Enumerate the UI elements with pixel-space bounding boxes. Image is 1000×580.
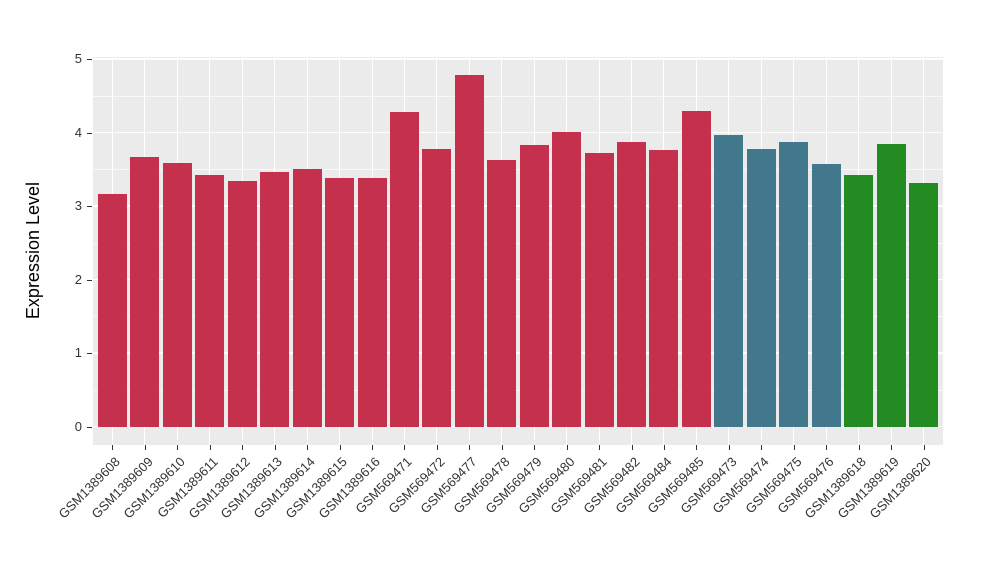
x-tick-label: GSM1389620 xyxy=(784,453,934,521)
major-gridline xyxy=(93,205,943,207)
y-axis-title-container: Expression Level xyxy=(20,57,46,445)
x-axis-tick xyxy=(923,445,925,450)
bar-GSM1389608 xyxy=(97,193,127,427)
x-axis-tick xyxy=(112,445,114,450)
x-axis-tick xyxy=(761,445,763,450)
x-axis-tick xyxy=(372,445,373,450)
x-axis-tick xyxy=(436,445,438,450)
plot-panel xyxy=(93,57,943,445)
y-axis-tick xyxy=(87,59,92,61)
x-axis-tick xyxy=(339,445,341,450)
x-axis-tick xyxy=(209,445,211,450)
bar-GSM1389618 xyxy=(844,175,874,427)
y-axis-tick xyxy=(87,206,92,208)
minor-gridline xyxy=(93,95,943,97)
bar-GSM569472 xyxy=(422,148,452,427)
bar-GSM1389610 xyxy=(162,162,192,427)
y-axis-tick xyxy=(87,132,92,134)
x-axis-tick xyxy=(696,445,698,450)
x-axis-tick xyxy=(534,445,536,450)
bar-GSM569482 xyxy=(617,142,647,427)
bar-GSM569478 xyxy=(487,159,517,427)
y-axis-tick xyxy=(87,353,92,355)
x-axis-tick xyxy=(274,445,276,450)
y-tick-label: 0 xyxy=(74,418,82,434)
bar-GSM569473 xyxy=(714,134,744,427)
y-tick-label: 4 xyxy=(74,124,82,140)
bar-GSM569475 xyxy=(779,141,809,427)
y-axis-title: Expression Level xyxy=(22,182,43,320)
x-axis-tick xyxy=(469,445,471,450)
x-axis-tick xyxy=(242,445,244,450)
bar-GSM569485 xyxy=(681,111,711,427)
y-tick-label: 2 xyxy=(74,271,82,287)
x-axis-tick xyxy=(177,445,179,450)
x-axis-tick xyxy=(599,445,601,450)
bar-GSM1389620 xyxy=(909,183,939,427)
major-gridline xyxy=(93,352,943,354)
minor-gridline xyxy=(93,389,943,391)
x-axis-tick xyxy=(307,445,309,450)
major-gridline xyxy=(93,58,943,60)
x-axis-tick xyxy=(631,445,633,450)
minor-gridline xyxy=(93,242,943,244)
major-gridline xyxy=(93,425,943,428)
bar-GSM1389612 xyxy=(227,181,257,427)
x-axis-tick xyxy=(501,445,503,450)
bar-GSM1389609 xyxy=(130,156,160,427)
major-gridline xyxy=(93,131,943,134)
x-axis-tick xyxy=(793,445,795,450)
y-tick-label: 5 xyxy=(74,51,82,67)
bar-GSM1389614 xyxy=(292,168,322,427)
minor-gridline xyxy=(93,316,943,318)
bar-GSM569479 xyxy=(519,145,549,427)
bar-GSM1389611 xyxy=(195,174,225,427)
bar-GSM569471 xyxy=(389,112,419,427)
bar-GSM569484 xyxy=(649,149,679,427)
y-axis-tick xyxy=(87,426,92,428)
bar-GSM569476 xyxy=(811,163,841,427)
bar-GSM1389613 xyxy=(260,171,290,427)
minor-gridline xyxy=(93,169,943,171)
x-axis-tick xyxy=(858,445,860,450)
x-axis-tick xyxy=(566,445,568,450)
x-axis-tick xyxy=(144,445,146,450)
y-tick-label: 3 xyxy=(74,198,82,214)
x-axis-tick xyxy=(728,445,730,450)
x-axis-tick xyxy=(404,445,406,450)
y-tick-label: 1 xyxy=(74,345,82,361)
major-gridline xyxy=(93,278,943,281)
bar-GSM1389619 xyxy=(876,144,906,427)
y-axis-tick xyxy=(87,279,92,281)
bar-GSM569480 xyxy=(552,131,582,427)
x-axis-tick xyxy=(663,445,665,450)
x-axis-tick xyxy=(826,445,828,450)
bar-GSM569481 xyxy=(584,153,614,427)
bar-GSM1389616 xyxy=(357,177,387,427)
bar-GSM1389615 xyxy=(325,178,355,427)
bar-GSM569477 xyxy=(454,75,484,427)
x-axis-tick xyxy=(891,445,893,450)
bar-GSM569474 xyxy=(746,148,776,427)
